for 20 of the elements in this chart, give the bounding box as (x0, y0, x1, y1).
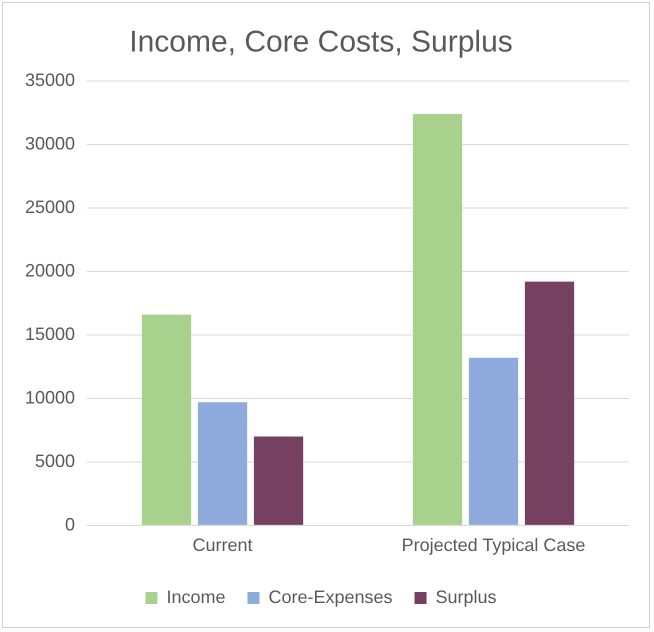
bar (198, 402, 248, 525)
bar (142, 314, 192, 525)
y-tick-label: 30000 (24, 133, 76, 154)
x-tick-label: Projected Typical Case (402, 535, 586, 556)
y-tick-label: 20000 (24, 260, 76, 280)
x-tick-label: Current (192, 535, 253, 556)
y-tick-label: 15000 (24, 324, 76, 344)
y-tick-label: 10000 (24, 387, 76, 408)
y-tick-label: 0 (65, 514, 76, 534)
bar (468, 358, 518, 525)
bar (524, 282, 574, 525)
y-tick-label: 35000 (24, 70, 76, 90)
bar (254, 436, 304, 525)
legend-label: Income (166, 586, 226, 607)
y-tick-label: 5000 (35, 450, 76, 471)
bar (412, 114, 462, 525)
y-tick-label: 25000 (24, 196, 76, 217)
chart-title: Income, Core Costs, Surplus (129, 25, 513, 58)
legend-label: Core-Expenses (268, 586, 393, 607)
legend-label: Surplus (436, 586, 497, 607)
